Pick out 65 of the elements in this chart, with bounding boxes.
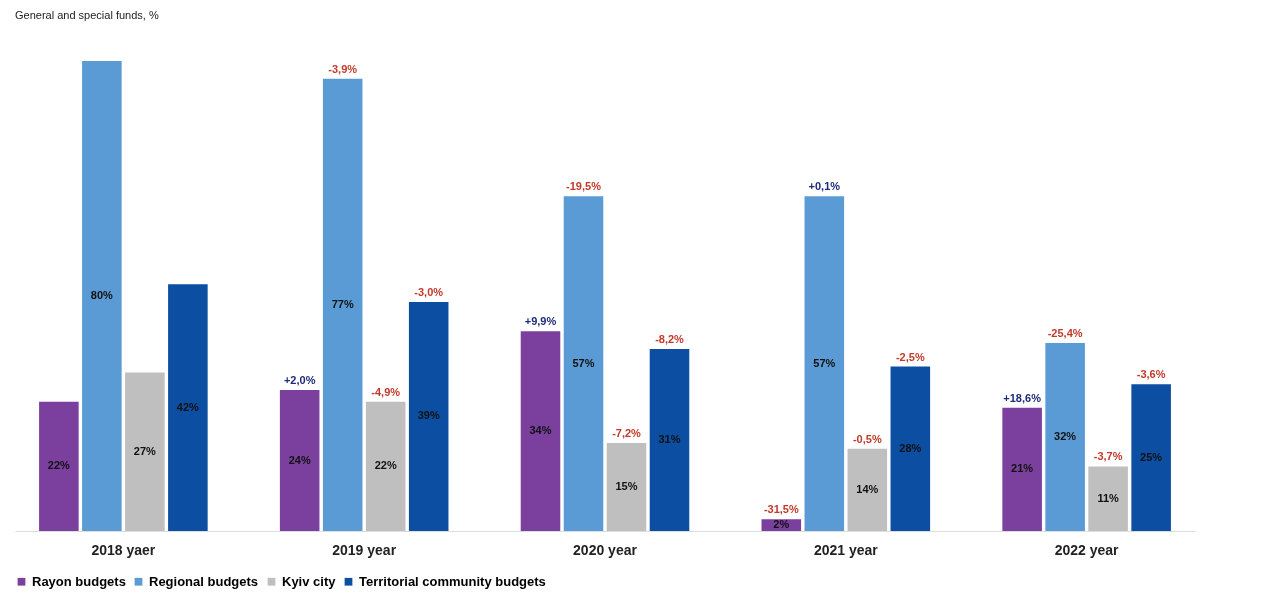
annotation: -3,6% <box>1136 368 1166 381</box>
data-label: 25% <box>1140 450 1163 463</box>
x-tick-label: 2019 year <box>332 541 397 558</box>
data-label: 77% <box>331 297 354 310</box>
annotation: +18,6% <box>1003 391 1042 404</box>
data-label: 11% <box>1097 491 1120 504</box>
data-label: 57% <box>813 356 836 369</box>
data-label: 80% <box>90 289 114 301</box>
annotation: +0,1% <box>808 180 841 193</box>
annotation: -3,0% <box>414 285 444 298</box>
bar <box>39 401 79 531</box>
bar <box>847 448 888 531</box>
bar <box>563 196 604 531</box>
data-label: 57% <box>572 356 595 369</box>
annotation: -3,9% <box>328 62 358 75</box>
x-tick-label: 2021 year <box>813 541 879 558</box>
bar <box>804 196 845 531</box>
data-label: 24% <box>288 453 311 466</box>
data-label: 28% <box>899 441 922 454</box>
annotation: -8,2% <box>655 332 685 345</box>
bar <box>125 372 165 531</box>
legend-label: Rayon budgets <box>32 573 126 589</box>
bar <box>168 284 208 531</box>
bar <box>365 401 406 531</box>
annotation: -0,5% <box>852 432 882 445</box>
data-label: 39% <box>417 409 440 422</box>
legend-label: Regional budgets <box>149 573 259 589</box>
legend-label: Kyiv city <box>282 573 337 589</box>
data-label: 42% <box>176 400 200 413</box>
annotation: +9,9% <box>524 315 557 328</box>
annotation: -2,5% <box>895 350 925 363</box>
annotation: -4,9% <box>371 385 401 398</box>
data-label: 21% <box>1011 462 1034 475</box>
bar <box>408 301 449 531</box>
y-axis-title: General and special funds, % <box>15 9 159 21</box>
annotation: -3,7% <box>1093 450 1123 463</box>
bar <box>606 442 647 531</box>
data-label: 27% <box>133 444 157 457</box>
bar <box>1131 384 1171 531</box>
annotation: -31,5% <box>763 503 799 516</box>
x-tick-label: 2022 year <box>1054 541 1120 558</box>
bar <box>279 390 320 531</box>
bar <box>649 348 690 531</box>
data-label: 15% <box>615 479 638 492</box>
x-tick-label: 2018 yaer <box>91 541 156 558</box>
annotation: -7,2% <box>612 426 642 439</box>
data-label: 22% <box>374 459 397 472</box>
bar <box>520 331 561 531</box>
x-tick-label: 2020 year <box>573 541 638 558</box>
bar <box>322 78 363 531</box>
legend-label: Territorial community budgets <box>359 573 546 589</box>
bar <box>1045 343 1085 531</box>
data-label: 31% <box>658 432 681 445</box>
data-label: 22% <box>47 459 71 472</box>
annotation: -19,5% <box>566 180 602 193</box>
bar <box>1088 466 1128 531</box>
bar <box>82 61 122 531</box>
data-label: 2% <box>773 518 790 531</box>
bar <box>890 366 931 531</box>
annotation: +2,0% <box>283 374 316 386</box>
annotation: -25,4% <box>1047 327 1083 339</box>
data-label: 14% <box>856 482 879 495</box>
bar <box>1002 407 1042 531</box>
data-label: 34% <box>529 424 552 437</box>
data-label: 32% <box>1054 430 1077 442</box>
